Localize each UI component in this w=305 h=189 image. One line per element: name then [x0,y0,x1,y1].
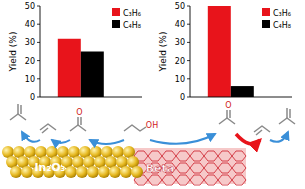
legend-label: C₃H₆ [273,9,291,18]
y-tick-label: 40 [175,20,185,29]
molecule-bond [254,126,270,132]
bar [81,52,104,98]
arrow [22,132,40,142]
in2o3-sphere [65,166,77,178]
zeolite-ring [162,175,176,185]
molecule-bond [77,117,79,125]
bars [208,6,254,97]
x-axis [40,97,142,98]
y-tick-label: 0 [30,93,35,102]
molecule-bond [70,125,86,131]
molecule-bond [229,110,231,118]
in2o3-sphere [120,166,132,178]
molecule-bond [10,114,26,120]
zeolite-ring [148,175,162,185]
molecule-bond [40,124,56,130]
zeolite-ring [218,151,232,161]
y-tick-label: 40 [25,20,35,29]
y-tick-label: 50 [175,2,185,11]
legend-swatch [262,20,270,28]
arrow [52,140,70,143]
molecule-bond [219,118,235,124]
molecule-bond [289,109,291,118]
zeolite-ring [204,163,218,173]
y-tick-label: 30 [175,38,185,47]
arrow [150,134,215,144]
y-axis-label: Yield (%) [8,32,18,73]
y-tick-label: 30 [25,38,35,47]
in2o3-sphere [10,166,22,178]
zeolite-ring [176,175,190,185]
diagram: In₂O₃ Beta O OH O [2,101,295,185]
bar [58,39,81,97]
y-tick-label: 20 [25,57,35,66]
figure: Yield (%) 0 10 20 30 40 50 C₃H₆ C₄H₈ Yield (%) 0 10… [0,0,305,189]
in2o3-sphere [109,166,121,178]
chart: Yield (%) 0 10 20 30 40 50 C₃H₆ C₄H₈ [8,2,142,102]
arrow [90,140,124,144]
chart: Yield (%) 0 10 20 30 40 50 C₃H₆ C₄H₈ [158,2,292,102]
in2o3-sphere [131,166,143,178]
surface-label: In₂O₃ [35,161,66,174]
surface-label: Beta [146,162,175,175]
zeolite-ring [204,151,218,161]
molecule-bond [124,125,146,131]
y-tick-label: 20 [175,57,185,66]
zeolite-ring [190,151,204,161]
zeolite-ring [218,163,232,173]
molecule-bond [42,128,48,133]
bar [231,86,254,97]
legend-swatch [262,8,270,16]
in2o3-sphere [21,166,33,178]
y-tick-label: 50 [25,2,35,11]
y-axis [40,6,41,97]
y-tick-label: 10 [175,75,185,84]
zeolite-ring [148,151,162,161]
legend-swatch [112,8,120,16]
atom-label: OH [146,121,158,130]
in2o3-sphere [87,166,99,178]
zeolite-ring [162,151,176,161]
molecule-bond [20,105,22,114]
y-tick-label: 10 [25,75,35,84]
arrow [236,134,260,144]
zeolite-ring [176,163,190,173]
zeolite-ring [190,175,204,185]
zeolite-ring [232,163,246,173]
molecule-bond [256,130,262,135]
beta-surface [134,148,246,184]
molecule-bond [226,110,228,118]
atom-label: O [225,101,231,110]
in2o3-sphere [76,166,88,178]
bars [58,39,104,97]
arrow [270,132,288,142]
bar [208,6,231,97]
zeolite-ring [218,175,232,185]
molecule-bond [286,108,288,118]
y-axis-label: Yield (%) [158,32,168,73]
zeolite-ring [232,151,246,161]
zeolite-ring [232,175,246,185]
molecule-bond [279,118,295,124]
legend-swatch [112,20,120,28]
in2o3-sphere [98,166,110,178]
legend-label: C₃H₆ [123,9,141,18]
atom-label: O [76,108,82,117]
legend-label: C₄H₈ [273,21,291,30]
legend-label: C₄H₈ [123,21,141,30]
molecule-bond [80,117,82,125]
zeolite-ring [204,175,218,185]
zeolite-ring [176,151,190,161]
y-axis [190,6,191,97]
y-tick-label: 0 [180,93,185,102]
molecule-bond [17,104,19,114]
x-axis [190,97,292,98]
zeolite-ring [190,163,204,173]
